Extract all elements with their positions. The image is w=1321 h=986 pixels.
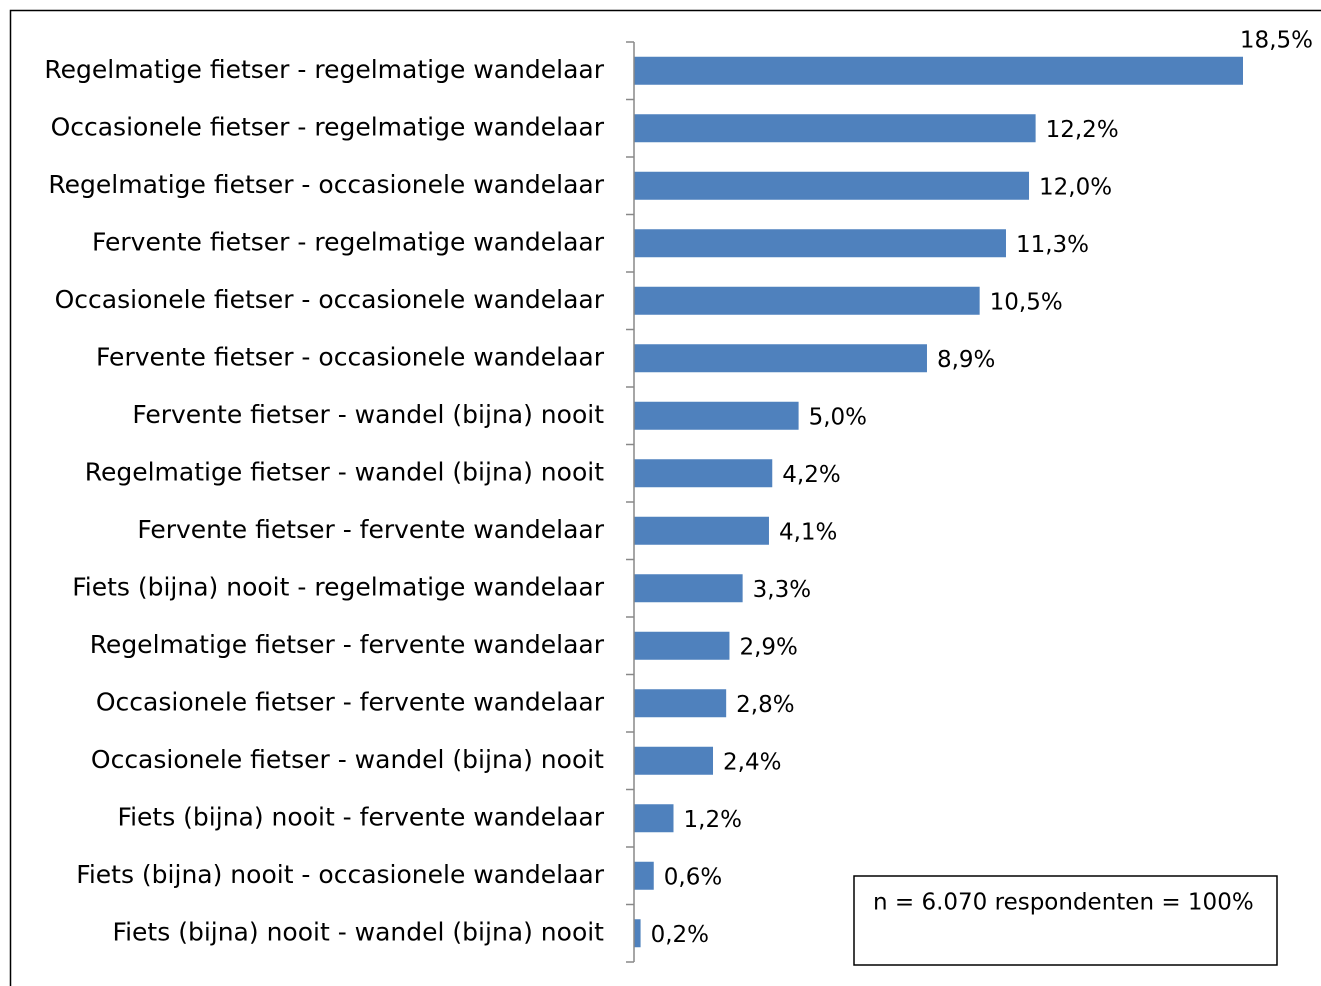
bar (634, 286, 980, 315)
bar (634, 919, 641, 948)
value-label: 0,6% (664, 864, 722, 890)
value-label: 10,5% (990, 289, 1063, 315)
category-label: Regelmatige fietser - occasionele wandel… (48, 170, 604, 199)
category-label: Regelmatige fietser - fervente wandelaar (90, 630, 605, 659)
category-label: Fiets (bijna) nooit - regelmatige wandel… (72, 572, 605, 601)
annotation-box (853, 875, 1278, 966)
bar (634, 56, 1243, 85)
value-label: 2,4% (723, 749, 781, 775)
category-label: Fervente fietser - wandel (bijna) nooit (132, 400, 604, 429)
bar (634, 114, 1036, 143)
bar (634, 746, 714, 775)
value-label: 12,2% (1046, 117, 1119, 143)
category-label: Fiets (bijna) nooit - occasionele wandel… (76, 860, 604, 889)
category-label: Regelmatige fietser - regelmatige wandel… (44, 55, 604, 84)
value-label: 11,3% (1016, 232, 1089, 258)
category-label: Fervente fietser - fervente wandelaar (137, 515, 604, 544)
value-label: 0,2% (651, 922, 709, 948)
value-label: 2,9% (739, 634, 797, 660)
bar (634, 689, 727, 718)
category-label: Fervente fietser - regelmatige wandelaar (92, 227, 605, 256)
chart-frame (9, 9, 1321, 986)
category-label: Fervente fietser - occasionele wandelaar (96, 342, 605, 371)
value-label: 2,8% (736, 692, 794, 718)
category-label: Regelmatige fietser - wandel (bijna) noo… (85, 457, 604, 486)
value-label: 12,0% (1039, 174, 1112, 200)
category-label: Occasionele fietser - fervente wandelaar (96, 687, 605, 716)
bar (634, 459, 773, 488)
category-label: Fiets (bijna) nooit - fervente wandelaar (118, 802, 605, 831)
bar (634, 861, 654, 890)
bar (634, 171, 1030, 200)
value-label: 4,2% (782, 462, 840, 488)
value-label: 5,0% (809, 404, 867, 430)
value-label: 3,3% (753, 577, 811, 603)
value-label: 4,1% (779, 519, 837, 545)
category-label: Occasionele fietser - wandel (bijna) noo… (91, 745, 604, 774)
category-label: Fiets (bijna) nooit - wandel (bijna) noo… (113, 917, 605, 946)
bar (634, 516, 769, 545)
category-label: Occasionele fietser - regelmatige wandel… (51, 112, 605, 141)
category-label: Occasionele fietser - occasionele wandel… (55, 285, 605, 314)
value-label: 1,2% (684, 807, 742, 833)
bar (634, 401, 799, 430)
bar (634, 804, 674, 833)
bar (634, 631, 730, 660)
value-label: 18,5% (1240, 27, 1313, 53)
bar (634, 229, 1006, 258)
annotation: n = 6.070 respondenten = 100% (873, 890, 1254, 916)
bar (634, 574, 743, 603)
value-label: 8,9% (937, 347, 995, 373)
bar (634, 344, 927, 373)
